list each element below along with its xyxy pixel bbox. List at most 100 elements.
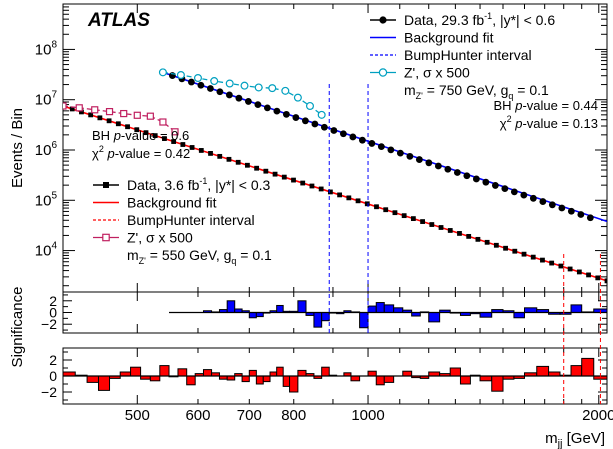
significance-bar-low-mass — [350, 375, 361, 382]
significance-bar-low-mass — [479, 375, 493, 382]
significance-bar-low-mass — [276, 366, 284, 377]
signal-marker-low-mass — [133, 111, 141, 119]
y-tick-exp: 6 — [51, 140, 57, 151]
bh-word: BH — [92, 128, 110, 143]
data-point-high-mass — [377, 143, 385, 151]
significance-bar-high-mass — [513, 312, 525, 319]
signal-marker-high-mass — [254, 83, 263, 92]
y-tick-exp: 7 — [51, 90, 57, 101]
significance-bar-low-mass — [255, 375, 264, 385]
data-point-low-mass — [143, 130, 149, 136]
legend-text-after: , |y*| < 0.3 — [207, 177, 270, 193]
significance-panel-low-mass: 500 600 700 800 1000 2000 mjj [GeV] −202 — [41, 347, 613, 449]
data-point-low-mass — [254, 165, 260, 171]
signal-marker-low-mass — [120, 109, 128, 118]
experiment-label: ATLAS — [87, 10, 150, 31]
legend-text-after: = 0.1 — [236, 247, 272, 263]
data-point-low-mass — [576, 269, 582, 275]
significance-bar-high-mass — [313, 312, 323, 328]
legend-text: Background fit — [404, 30, 494, 46]
y-tick-label: 2 — [49, 293, 57, 309]
data-point-low-mass — [309, 183, 315, 189]
significance-bar-high-mass — [276, 304, 284, 314]
data-point-low-mass — [475, 236, 481, 242]
data-point-high-mass — [539, 198, 547, 205]
data-point-low-mass — [263, 168, 269, 174]
chi-exp: 2 — [507, 114, 512, 124]
data-point-high-mass — [444, 165, 452, 173]
x-tick-label: 2000 — [582, 407, 613, 424]
legend-sub: q — [508, 91, 513, 101]
x-axis-label: mjj [GeV] — [545, 430, 605, 449]
signal-marker-high-mass — [317, 110, 326, 119]
data-point-low-mass — [115, 121, 121, 127]
bh-pvalue: BH p-value = 0.44 — [494, 98, 598, 113]
data-point-low-mass — [346, 195, 352, 201]
data-point-low-mass — [198, 148, 204, 153]
legend-entry-text: Background fit — [404, 30, 494, 46]
data-point-low-mass — [272, 171, 278, 177]
y-axis-label-significance: Significance — [9, 287, 26, 368]
chi2-pvalue: χ2 p-value = 0.42 — [92, 144, 190, 161]
significance-bar-low-mass — [402, 370, 413, 377]
signal-marker-high-mass — [240, 81, 249, 90]
data-point-high-mass — [216, 88, 224, 96]
significance-bar-low-mass — [297, 369, 307, 377]
significance-bar-low-mass — [536, 365, 550, 377]
data-point-high-mass — [320, 123, 328, 131]
data-point-high-mass — [339, 130, 347, 138]
legend-entry-text: Z', σ x 500 — [404, 65, 470, 81]
x-tick-label: 1000 — [351, 407, 384, 424]
data-point-high-mass — [558, 204, 566, 212]
significance-bar-high-mass — [255, 312, 264, 318]
data-point-high-mass — [368, 140, 376, 147]
significance-bar-low-mass — [241, 375, 250, 383]
data-point-low-mass — [134, 127, 140, 133]
chi2-pvalue: χ2 p-value = 0.13 — [500, 114, 598, 131]
signal-marker-high-mass — [193, 74, 202, 83]
significance-bar-high-mass — [297, 300, 307, 313]
data-point-high-mass — [301, 117, 309, 125]
significance-bar-high-mass — [321, 312, 330, 322]
significance-bar-high-mass — [359, 312, 369, 329]
data-point-high-mass — [406, 152, 414, 160]
data-point-low-mass — [79, 109, 84, 115]
signal-marker-low-mass — [63, 102, 67, 110]
data-point-low-mass — [180, 142, 186, 147]
value-suffix: -value — [522, 98, 557, 113]
data-point-low-mass — [125, 124, 130, 130]
data-point-low-mass — [604, 278, 607, 284]
legend-entry-text: Data, 29.3 fb-1, |y*| < 0.6 — [404, 11, 555, 28]
data-point-high-mass — [311, 120, 319, 128]
chi-symbol: χ — [500, 116, 507, 131]
significance-bar-low-mass — [149, 375, 161, 382]
chi-symbol: χ — [92, 146, 99, 161]
legend-text: m — [127, 247, 139, 263]
data-point-low-mass — [208, 151, 213, 156]
data-point-low-mass — [429, 222, 435, 227]
significance-bar-low-mass — [321, 366, 330, 377]
data-point-low-mass — [558, 263, 564, 269]
y-tick-label: −2 — [41, 384, 57, 400]
data-point-low-mass — [512, 248, 518, 254]
signal-marker-high-mass — [281, 86, 290, 95]
data-point-low-mass — [364, 201, 370, 207]
legend-text-after: = 750 GeV, g — [423, 82, 509, 98]
y-tick-base: 10 — [35, 243, 52, 260]
bh-pvalue: BH p-value = 0.6 — [92, 128, 189, 143]
signal-marker-low-mass — [171, 128, 179, 136]
significance-bar-low-mass — [570, 365, 583, 377]
legend-text: Background fit — [127, 195, 217, 211]
data-point-low-mass — [420, 219, 425, 224]
data-point-low-mass — [281, 174, 287, 180]
y-tick-label: 0 — [49, 368, 57, 384]
data-point-high-mass — [188, 78, 195, 86]
y-tick-label: −2 — [41, 316, 57, 332]
significance-bar-high-mass — [479, 312, 493, 318]
signal-marker-low-mass — [75, 104, 83, 112]
bh-pvalue-number: = 0.6 — [160, 128, 189, 143]
legend-text: Data, 29.3 fb — [404, 12, 484, 28]
data-point-low-mass — [291, 177, 296, 183]
legend-entry-text: Z', σ x 500 — [127, 230, 193, 246]
